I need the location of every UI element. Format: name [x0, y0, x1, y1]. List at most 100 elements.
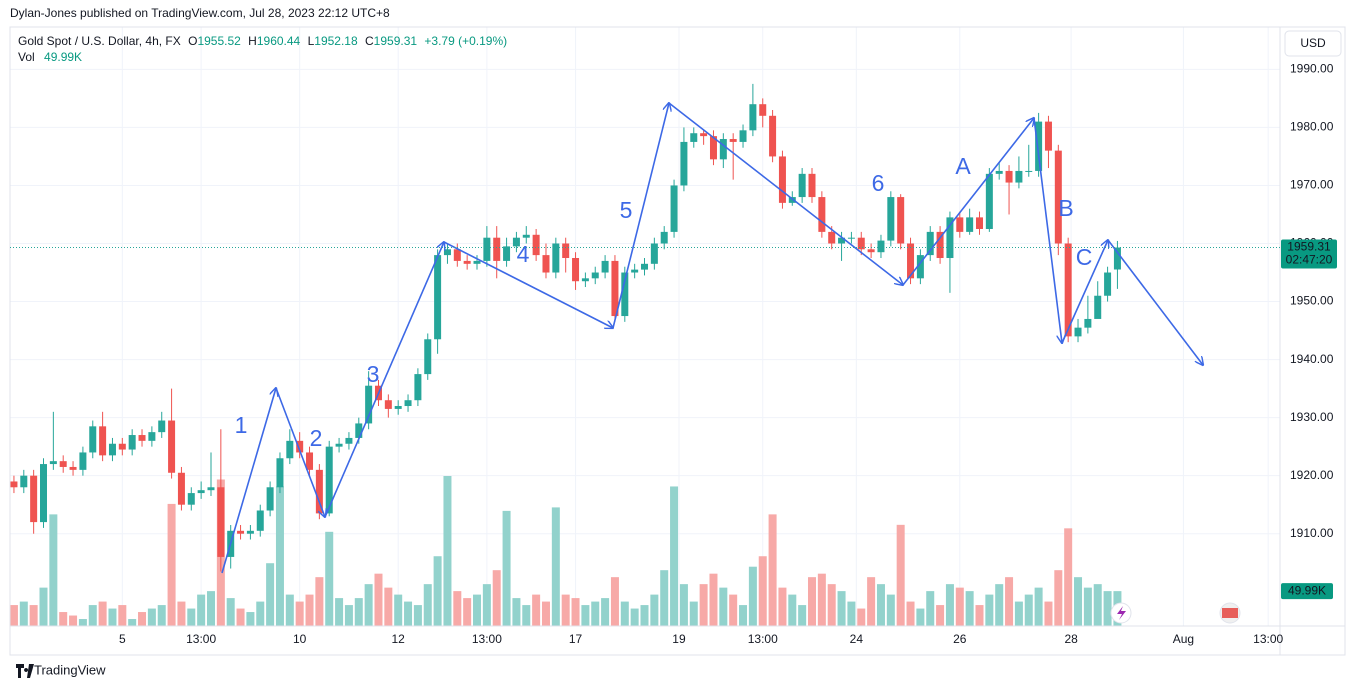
candle-body — [177, 472, 185, 505]
x-tick-label: 17 — [569, 632, 583, 646]
volume-bar — [246, 612, 255, 626]
candle-body — [39, 464, 47, 523]
volume-bar — [798, 605, 807, 626]
candle-body — [89, 426, 97, 453]
candle-body — [670, 185, 678, 232]
volume-bar — [423, 584, 432, 626]
volume-bar — [19, 601, 28, 626]
volume-bar — [473, 594, 482, 626]
candle-body — [1094, 295, 1102, 319]
volume-bar — [128, 619, 137, 626]
volume-bar — [581, 605, 590, 626]
wave-label: 5 — [620, 197, 633, 223]
candle-body — [690, 133, 698, 142]
volume-bar — [295, 601, 304, 626]
chart-frame — [9, 26, 1346, 656]
volume-bar — [650, 594, 659, 626]
volume-bar — [147, 608, 156, 626]
volume-bar — [975, 605, 984, 626]
candle-body — [591, 272, 599, 279]
wave-label: 3 — [367, 361, 380, 387]
volume-bar — [29, 605, 38, 626]
x-tick-label: 19 — [672, 632, 686, 646]
candle-body — [680, 141, 688, 186]
grid — [10, 27, 1280, 626]
candle-body — [246, 530, 254, 534]
candle-body — [256, 510, 264, 531]
candle-body — [611, 260, 619, 317]
volume-bar — [138, 612, 147, 626]
volume-bar — [847, 601, 856, 626]
candle-body — [897, 197, 905, 244]
volume-bar — [413, 605, 422, 626]
volume-bar — [955, 587, 964, 626]
candle-body — [709, 136, 717, 160]
brand-logo — [16, 664, 34, 678]
volume-bar — [1024, 594, 1033, 626]
axis-labels: 1910.001920.001930.001940.001950.001960.… — [10, 62, 1337, 646]
wave-arrow — [1061, 240, 1108, 344]
currency[interactable]: USD — [1300, 36, 1326, 50]
volume-bar — [206, 591, 215, 626]
volume-bar — [344, 605, 353, 626]
volume-bar — [78, 619, 87, 626]
volume-bar — [354, 598, 363, 626]
volume-bar — [443, 476, 452, 626]
candle-body — [187, 493, 195, 505]
volume-bar — [532, 594, 541, 626]
candle-body — [778, 156, 786, 203]
candle-body — [59, 461, 67, 467]
candle-body — [857, 237, 865, 250]
y-tick-label: 1930.00 — [1290, 410, 1334, 424]
volume-bar — [945, 584, 954, 626]
volume-layer — [9, 476, 1122, 626]
candle-body — [10, 481, 18, 488]
volume-bar — [1083, 587, 1092, 626]
wave-labels: 1 2 3 4 5 6 A BC — [235, 153, 1093, 451]
candle-body — [306, 452, 314, 470]
volume-bar — [610, 577, 619, 626]
volume-bar — [591, 601, 600, 626]
volume-bar — [857, 608, 866, 626]
wave-arrow — [275, 387, 325, 517]
candle-body — [877, 240, 885, 253]
change: +3.79 (+0.19%) — [424, 34, 507, 48]
candle-body — [1044, 121, 1052, 151]
volume-bar — [325, 531, 334, 626]
candle-body — [808, 173, 816, 198]
volume-bar — [502, 510, 511, 626]
volume-bar — [9, 605, 18, 626]
y-tick-label: 1910.00 — [1290, 526, 1334, 540]
candle-body — [355, 423, 363, 438]
candle-body — [158, 420, 166, 433]
volume-bar — [1034, 587, 1043, 626]
wave-label: A — [955, 153, 971, 179]
y-tick-label: 1940.00 — [1290, 352, 1334, 366]
candle-body — [975, 217, 983, 229]
candle-body — [1113, 247, 1121, 270]
volume-bar — [936, 605, 945, 626]
volume-bar — [59, 612, 68, 626]
volume-bar — [118, 605, 127, 626]
volume-bar — [1054, 570, 1063, 626]
wave-arrow — [443, 241, 613, 328]
candle-body — [867, 249, 875, 253]
volume-bar — [433, 556, 442, 626]
candle-body — [404, 400, 412, 407]
wave-label: C — [1076, 244, 1093, 270]
candle-body — [30, 475, 38, 523]
volume-bar — [876, 584, 885, 626]
volume-bar — [995, 584, 1004, 626]
volume-bar — [374, 573, 383, 626]
volume-bar — [305, 594, 314, 626]
candle-body — [1005, 170, 1013, 183]
wave-label: 4 — [517, 241, 530, 267]
candle-body — [424, 339, 432, 375]
candle-body — [769, 115, 777, 157]
flag-icon-glyph — [1222, 608, 1238, 618]
candle-body — [719, 139, 727, 160]
currency-button[interactable] — [1284, 30, 1342, 57]
candle-body — [1015, 170, 1023, 183]
volume-bar — [817, 573, 826, 626]
